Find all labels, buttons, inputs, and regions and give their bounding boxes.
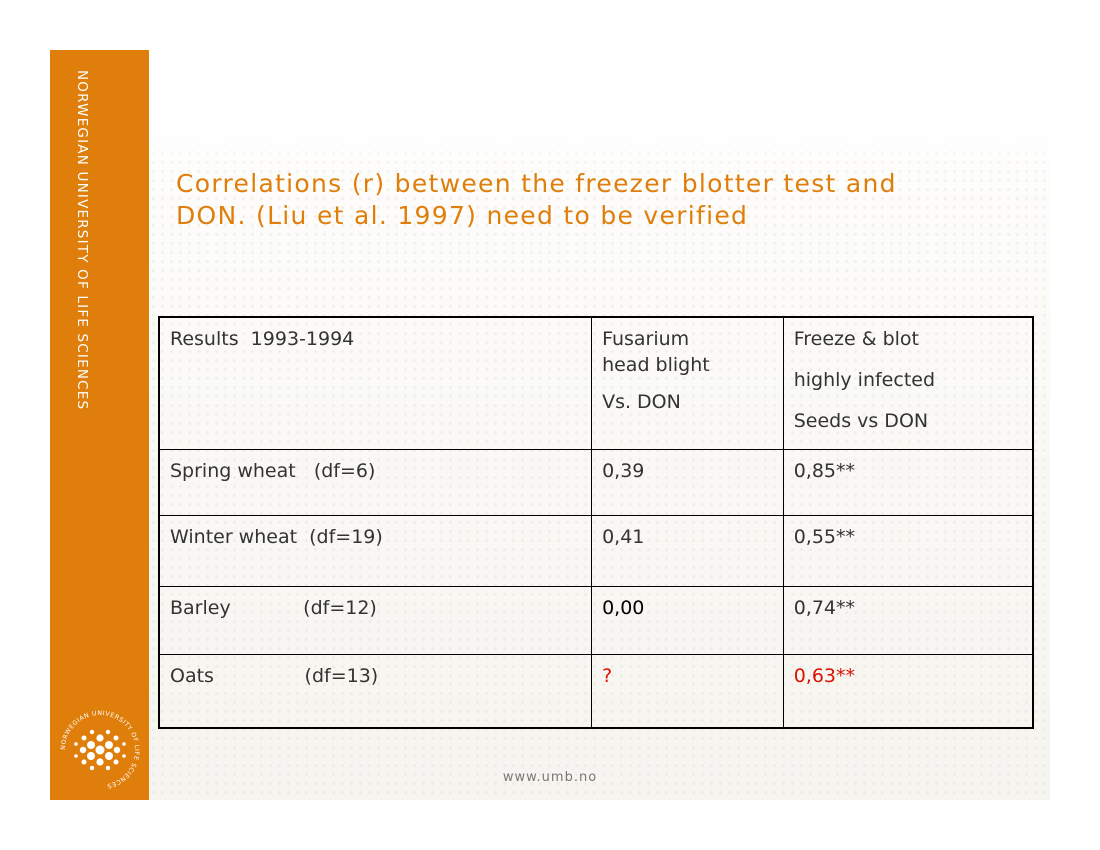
table-row: Winter wheat (df=19) 0,41 0,55**	[158, 515, 1034, 587]
fhb-value: 0,41	[591, 515, 784, 587]
row-label: Winter wheat (df=19)	[158, 515, 593, 587]
header-freeze-line-2: highly infected	[793, 369, 936, 391]
slide-title: Correlations (r) between the freezer blo…	[176, 168, 996, 232]
freeze-value: 0,63**	[782, 654, 1034, 729]
header-freeze-blot: Freeze & blot highly infected Seeds vs D…	[782, 316, 1034, 450]
freeze-value: 0,85**	[782, 449, 1034, 516]
freeze-value: 0,55**	[782, 515, 1034, 587]
fhb-value: ?	[591, 654, 784, 729]
header-freeze-line-1: Freeze & blot	[793, 328, 919, 350]
slide: NORWEGIAN UNIVERSITY OF LIFE SCIENCES NO…	[50, 50, 1050, 800]
table-row: Oats (df=13) ? 0,63**	[158, 654, 1034, 729]
slide-title-line-1: Correlations (r) between the freezer blo…	[176, 169, 897, 198]
table-row: Spring wheat (df=6) 0,39 0,85**	[158, 449, 1034, 516]
university-name: NORWEGIAN UNIVERSITY OF LIFE SCIENCES	[74, 70, 90, 411]
row-label: Spring wheat (df=6)	[158, 449, 593, 516]
slide-title-line-2: DON. (Liu et al. 1997) need to be verifi…	[176, 201, 749, 230]
freeze-value: 0,74**	[782, 586, 1034, 655]
header-results: Results 1993-1994	[158, 316, 593, 450]
header-fhb-line-3: Vs. DON	[602, 391, 681, 413]
fhb-value: 0,39	[591, 449, 784, 516]
university-seal-icon: NORWEGIAN UNIVERSITY OF LIFE SCIENCES	[60, 710, 140, 789]
header-fhb: Fusarium head blight Vs. DON	[591, 316, 784, 450]
results-table: Results 1993-1994 Fusarium head blight V…	[158, 316, 1034, 729]
row-label: Oats (df=13)	[158, 654, 593, 729]
fhb-value: 0,00	[591, 586, 784, 655]
header-freeze-line-3: Seeds vs DON	[793, 410, 929, 432]
table-row: Barley (df=12) 0,00 0,74**	[158, 586, 1034, 655]
header-fhb-line-1: Fusarium	[602, 328, 690, 350]
table-header-row: Results 1993-1994 Fusarium head blight V…	[158, 316, 1034, 450]
row-label: Barley (df=12)	[158, 586, 593, 655]
footer-url: www.umb.no	[502, 770, 598, 785]
header-results-label: Results 1993-1994	[170, 328, 355, 350]
header-fhb-line-2: head blight	[602, 354, 710, 376]
sidebar: NORWEGIAN UNIVERSITY OF LIFE SCIENCES NO…	[50, 50, 149, 800]
